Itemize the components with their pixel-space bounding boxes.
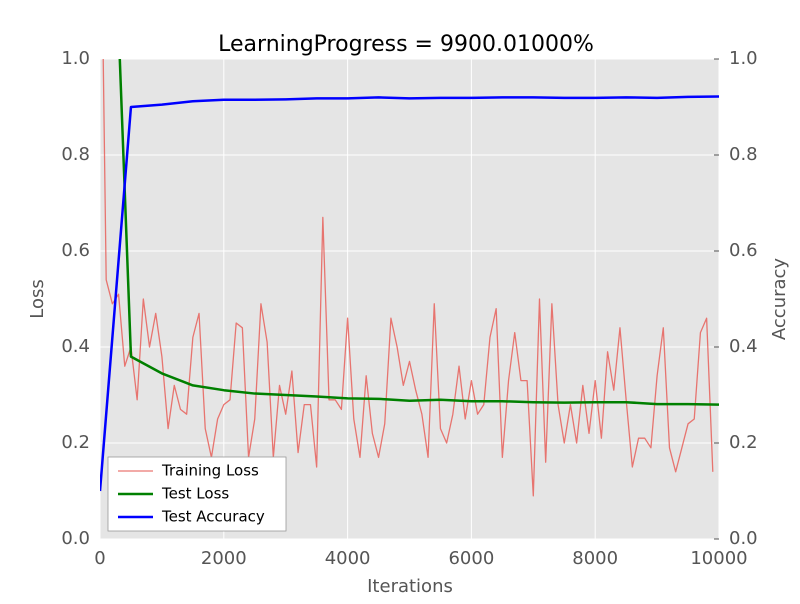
y-tick-label: 0.0 xyxy=(61,528,90,549)
labels: 0 2000 4000 6000 8000 100000.00.20.40.60.81.0… xyxy=(61,48,757,569)
grid xyxy=(99,58,720,540)
y2-tick-label: 0.2 xyxy=(729,432,758,453)
x-tick-label: 6000 xyxy=(448,548,494,569)
legend: Training Loss Test Loss Test Accuracy xyxy=(107,456,287,532)
series-line xyxy=(100,95,719,492)
x-tick-label: 2000 xyxy=(201,548,247,569)
x-tick-label: 0 xyxy=(94,548,105,569)
x-tick-label: 10000 xyxy=(690,548,747,569)
legend-label: Test Accuracy xyxy=(161,508,265,526)
legend-label: Test Loss xyxy=(161,485,229,503)
y-tick-label: 0.6 xyxy=(61,240,90,261)
y-tick-label: 1.0 xyxy=(61,48,90,69)
y2-tick-label: 0.6 xyxy=(729,240,758,261)
y-axis-label: Loss xyxy=(27,279,48,318)
y2-tick-label: 1.0 xyxy=(729,48,758,69)
y2-axis-label: Accuracy xyxy=(769,258,790,341)
x-tick-label: 8000 xyxy=(572,548,618,569)
x-tick-label: 4000 xyxy=(325,548,371,569)
legend-label: Training Loss xyxy=(161,462,259,480)
y2-tick-label: 0.0 xyxy=(729,528,758,549)
lines xyxy=(100,59,719,497)
y2-tick-label: 0.4 xyxy=(729,336,758,357)
x-axis-label: Iterations xyxy=(367,576,453,597)
series-line xyxy=(118,59,719,406)
y-tick-label: 0.4 xyxy=(61,336,90,357)
y-tick-label: 0.8 xyxy=(61,144,90,165)
chart-title: LearningProgress = 9900.01000% xyxy=(218,32,594,57)
y-tick-label: 0.2 xyxy=(61,432,90,453)
series-line xyxy=(102,59,714,497)
y2-tick-label: 0.8 xyxy=(729,144,758,165)
